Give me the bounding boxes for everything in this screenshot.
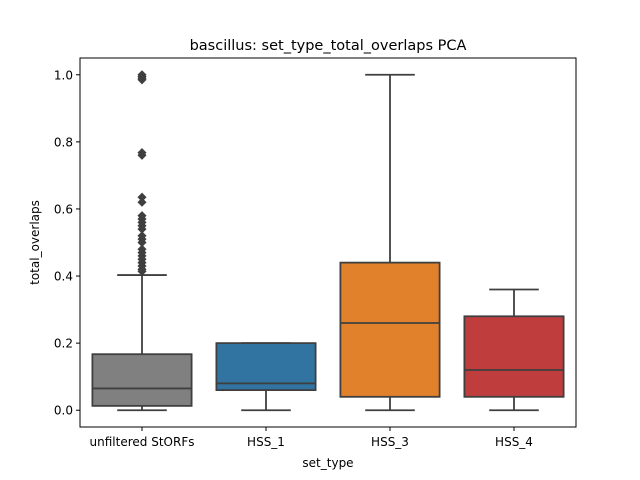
box <box>463 315 565 398</box>
outlier-point <box>137 231 147 241</box>
box <box>215 342 317 391</box>
box <box>339 261 441 398</box>
y-tick-label: 1.0 <box>54 68 73 82</box>
x-tick-label: unfiltered StORFs <box>90 435 195 449</box>
box-group <box>215 342 317 412</box>
y-tick-label: 0.4 <box>54 270 73 284</box>
y-tick-label: 0.2 <box>54 337 73 351</box>
y-tick-label: 0.6 <box>54 202 73 216</box>
box-group <box>463 288 565 412</box>
outlier-point <box>137 192 147 202</box>
outlier-point <box>137 148 147 158</box>
box <box>91 353 193 407</box>
y-tick-label: 0.8 <box>54 135 73 149</box>
box-group <box>339 73 441 412</box>
y-axis: 0.0 0.2 0.4 0.6 0.8 1.0 <box>54 68 80 418</box>
outlier-point <box>137 70 147 80</box>
x-axis: unfiltered StORFs HSS_1 HSS_3 HSS_4 <box>90 427 533 449</box>
x-axis-label: set_type <box>302 456 353 470</box>
y-tick-label: 0.0 <box>54 404 73 418</box>
outlier-point <box>137 244 147 254</box>
boxes-layer <box>91 70 565 412</box>
plot-frame <box>79 57 577 428</box>
y-axis-label: total_overlaps <box>28 200 42 285</box>
chart-title: bascillus: set_type_total_overlaps PCA <box>190 38 467 54</box>
x-tick-label: HSS_3 <box>371 435 409 449</box>
box-group <box>91 70 193 412</box>
outlier-point <box>137 211 147 221</box>
x-tick-label: HSS_4 <box>495 435 533 449</box>
outlier-point <box>137 197 147 207</box>
x-tick-label: HSS_1 <box>247 435 285 449</box>
